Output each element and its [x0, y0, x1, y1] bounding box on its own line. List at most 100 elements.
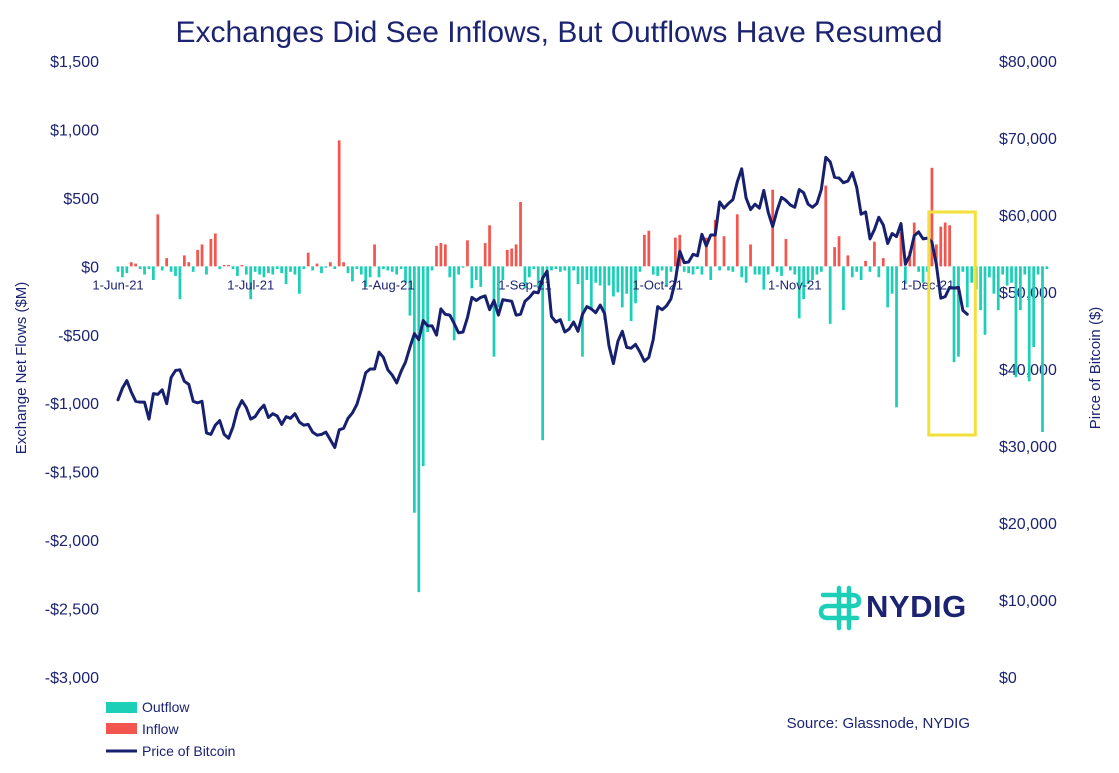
flow-bar-2021-08-28 [505, 249, 509, 267]
flow-bar-2021-08-23 [483, 243, 487, 267]
flow-bar-2021-08-07 [413, 266, 416, 513]
left-tick-2-500: -$2,500 [45, 602, 99, 619]
flow-bar-2021-06-10 [156, 214, 160, 267]
flow-bar-2021-09-01 [523, 266, 527, 289]
flow-bar-2021-08-15 [448, 266, 452, 278]
flow-bar-2021-06-29 [240, 264, 244, 267]
flow-bar-2021-09-29 [647, 230, 651, 267]
x-axis: 1-Jun-21 1-Jul-21 1-Aug-21 1-Sep-21 1-Oct-21… [92, 277, 954, 292]
flow-bar-2021-10-31 [789, 266, 792, 271]
flow-bar-2021-12-15 [988, 266, 991, 278]
flow-bar-2021-12-20 [1010, 266, 1013, 283]
flow-bar-2021-11-13 [846, 255, 850, 267]
flow-bar-2021-11-26 [904, 266, 907, 285]
flow-bar-2021-08-26 [497, 266, 500, 308]
flow-bar-2021-08-17 [457, 266, 460, 275]
flow-bar-2021-10-09 [691, 266, 695, 275]
flow-bar-2021-12-03 [934, 244, 938, 267]
flow-bar-2021-10-07 [682, 266, 686, 272]
flow-bar-2021-10-15 [718, 266, 721, 271]
flow-bar-2021-07-13 [302, 266, 306, 270]
flow-bar-2021-10-27 [771, 189, 775, 267]
flow-bar-2021-12-22 [1019, 266, 1022, 311]
flow-bar-2021-11-08 [824, 185, 828, 267]
flow-bar-2021-07-02 [253, 266, 257, 272]
flow-bar-2021-06-24 [218, 266, 222, 270]
flow-bar-2021-09-15 [585, 266, 589, 281]
flow-bar-2021-10-20 [740, 266, 744, 278]
flow-bar-2021-06-27 [231, 266, 235, 270]
flow-bar-2021-11-24 [895, 266, 898, 408]
flow-bar-2021-08-30 [514, 244, 518, 267]
flow-bar-2021-09-09 [558, 266, 562, 272]
flow-bar-2021-07-15 [311, 266, 314, 271]
flow-bar-2021-10-02 [660, 266, 664, 271]
flow-bar-2021-10-14 [713, 219, 717, 267]
flow-bar-2021-12-14 [983, 266, 987, 335]
flow-bar-2021-12-02 [930, 167, 934, 267]
flow-bar-2021-08-22 [479, 266, 483, 287]
flow-bar-2021-12-18 [1001, 266, 1005, 275]
flow-bar-2021-07-19 [328, 262, 332, 267]
left-tick-3-000: -$3,000 [45, 670, 99, 687]
flow-bar-2021-06-25 [222, 264, 226, 267]
flow-bar-2021-08-19 [466, 240, 469, 267]
flow-bar-2021-12-09 [961, 266, 965, 272]
legend-swatch-inflow [106, 723, 137, 734]
right-tick-0: $0 [999, 670, 1017, 687]
flow-bar-2021-08-25 [492, 266, 496, 357]
flow-bars [116, 140, 1049, 593]
flow-bar-2021-07-05 [267, 266, 270, 274]
left-axis-label: Exchange Net Flows ($M) [13, 282, 30, 455]
flow-bar-2021-08-12 [435, 245, 438, 267]
flow-bar-2021-06-17 [187, 262, 191, 267]
flow-bar-2021-07-23 [346, 266, 350, 274]
flow-bar-2021-10-29 [780, 266, 783, 276]
flow-bar-2021-11-02 [797, 266, 801, 319]
flow-bar-2021-09-02 [528, 266, 531, 278]
x-tick-1-aug-21: 1-Aug-21 [361, 277, 414, 292]
flow-bar-2021-09-18 [598, 266, 602, 286]
flow-bar-2021-10-04 [669, 266, 673, 272]
flow-bar-2021-11-17 [864, 260, 867, 267]
flow-bar-2021-06-22 [209, 238, 213, 267]
flow-bar-2021-11-10 [833, 247, 836, 267]
price-line [116, 155, 969, 449]
flow-bar-2021-11-11 [837, 236, 841, 267]
flow-bar-2021-12-26 [1036, 266, 1040, 275]
flow-bar-2021-11-19 [873, 241, 876, 267]
left-tick-2-000: -$2,000 [45, 533, 99, 550]
flow-bar-2021-09-16 [589, 266, 593, 311]
nydig-logo: NYDIG [818, 585, 966, 631]
right-tick-80-000: $80,000 [999, 54, 1057, 71]
flow-bar-2021-07-10 [289, 266, 292, 272]
flow-bar-2021-11-05 [811, 266, 814, 281]
flow-bar-2021-07-11 [293, 266, 297, 275]
flow-bar-2021-11-06 [815, 266, 819, 275]
flow-bar-2021-06-15 [178, 266, 182, 300]
flow-bar-2021-10-26 [766, 266, 770, 275]
flow-bar-2021-10-05 [673, 237, 677, 267]
flow-bar-2021-10-10 [696, 266, 699, 270]
flow-bar-2021-11-14 [850, 266, 854, 278]
flow-bar-2021-06-12 [165, 258, 169, 267]
flow-bar-2021-06-19 [196, 249, 199, 267]
flow-bar-2021-07-20 [333, 266, 337, 270]
flow-bar-2021-10-16 [722, 236, 726, 267]
flow-bar-2021-10-01 [656, 266, 660, 276]
flow-bar-2021-09-28 [643, 234, 646, 267]
flow-bar-2021-09-20 [607, 266, 611, 286]
flow-bar-2021-10-23 [753, 266, 757, 275]
flow-bar-2021-06-28 [236, 266, 239, 276]
flow-bar-2021-08-27 [501, 266, 505, 281]
flow-bar-2021-10-24 [758, 266, 761, 275]
flow-bar-2021-06-04 [129, 262, 133, 267]
flow-bar-2021-07-17 [320, 266, 323, 274]
flow-bar-2021-11-07 [819, 266, 823, 272]
flow-bar-2021-06-23 [213, 233, 217, 267]
flow-bar-2021-11-28 [912, 222, 916, 267]
flow-bar-2021-09-07 [550, 266, 553, 271]
flow-bar-2021-06-09 [152, 266, 155, 281]
chart-title: Exchanges Did See Inflows, But Outflows … [175, 16, 942, 49]
